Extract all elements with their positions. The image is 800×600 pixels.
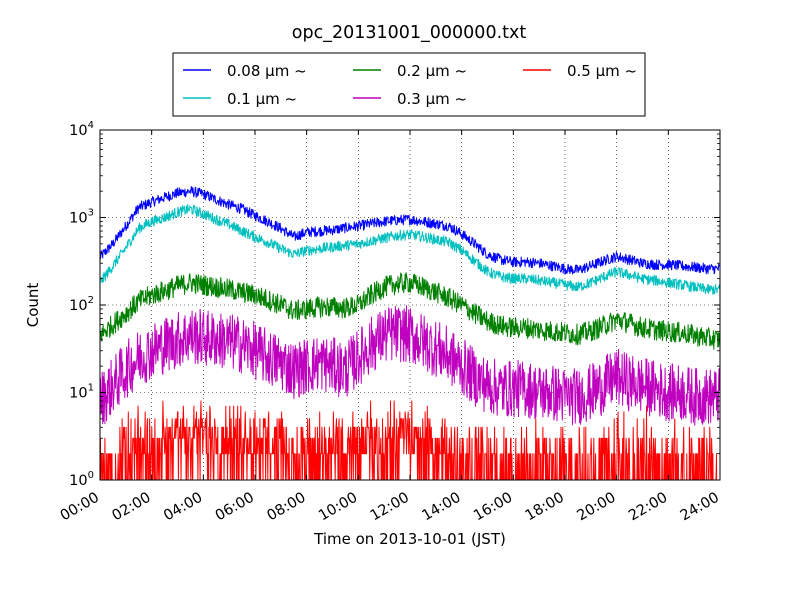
legend-label-3: 0.3 μm ~ — [397, 90, 467, 108]
axis-ticks — [99, 129, 721, 481]
x-axis-label: Time on 2013-10-01 (JST) — [313, 530, 506, 548]
series-line-2 — [100, 272, 720, 350]
legend-label-4: 0.5 μm ~ — [567, 62, 637, 80]
legend: 0.08 μm ~ 0.1 μm ~ 0.2 μm ~ 0.3 μm ~ 0.5 μm … — [172, 52, 646, 117]
y-axis-label: Count — [24, 283, 42, 328]
y-tick-label: 101 — [69, 383, 94, 402]
y-tick-label: 100 — [69, 470, 94, 489]
legend-label-0: 0.08 μm ~ — [227, 62, 307, 80]
y-tick-label: 104 — [69, 120, 94, 139]
y-tick-labels: 100 101 102 103 104 — [69, 120, 94, 489]
y-tick-label: 102 — [69, 295, 94, 314]
series-line-1 — [100, 204, 720, 295]
legend-box — [172, 52, 646, 117]
series-line-4 — [100, 400, 720, 480]
legend-label-1: 0.1 μm ~ — [227, 90, 297, 108]
y-tick-label: 103 — [69, 208, 94, 227]
legend-label-2: 0.2 μm ~ — [397, 62, 467, 80]
series-line-0 — [100, 186, 720, 275]
series-line-3 — [100, 305, 720, 426]
series-layer — [100, 186, 720, 480]
chart-title: opc_20131001_000000.txt — [292, 23, 527, 43]
